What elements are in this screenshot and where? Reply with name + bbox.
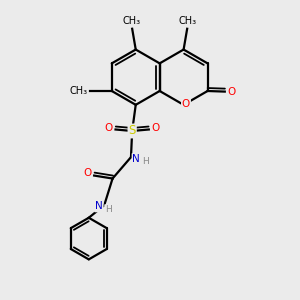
Text: CH₃: CH₃ bbox=[122, 16, 141, 26]
Text: H: H bbox=[105, 205, 112, 214]
Text: H: H bbox=[142, 157, 149, 166]
Text: O: O bbox=[182, 99, 190, 109]
Text: CH₃: CH₃ bbox=[69, 86, 87, 96]
Text: CH₃: CH₃ bbox=[179, 16, 197, 26]
Text: O: O bbox=[105, 123, 113, 133]
Text: N: N bbox=[95, 202, 103, 212]
Text: O: O bbox=[83, 168, 92, 178]
Text: N: N bbox=[133, 154, 140, 164]
Text: O: O bbox=[227, 87, 236, 97]
Text: O: O bbox=[151, 123, 160, 133]
Text: S: S bbox=[128, 124, 136, 137]
